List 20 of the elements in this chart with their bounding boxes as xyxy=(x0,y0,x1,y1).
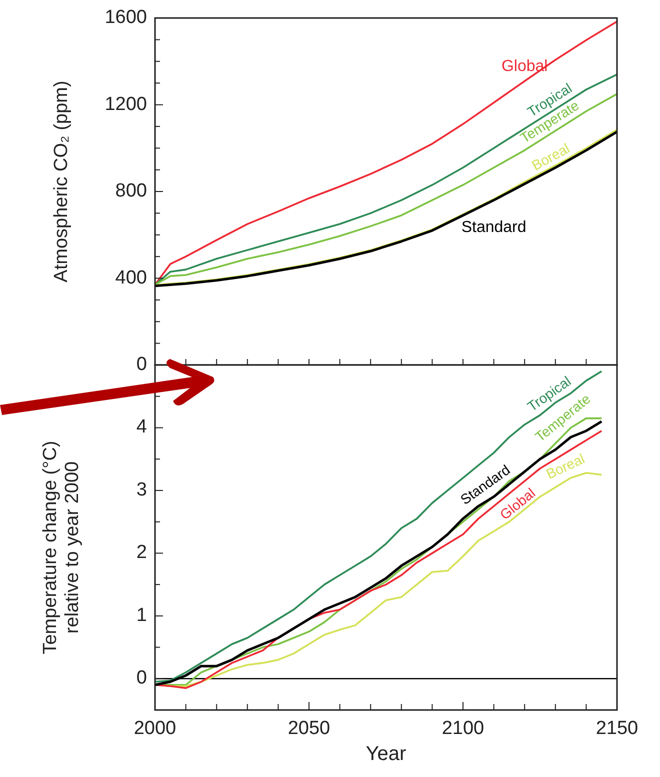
y-tick-label: 0 xyxy=(136,354,147,376)
y-tick-label: 0 xyxy=(136,668,147,689)
x-tick-label: 2100 xyxy=(442,718,484,739)
y-axis-title: Atmospheric CO₂ (ppm) xyxy=(51,80,72,282)
x-tick-label: 2050 xyxy=(288,718,330,739)
y-tick-label: 1200 xyxy=(104,94,147,115)
x-tick-label: 2150 xyxy=(596,718,638,739)
y-tick-label: 1 xyxy=(136,604,147,626)
y-tick-label: 4 xyxy=(136,416,148,438)
y-tick-label: 400 xyxy=(115,267,147,288)
y-axis-title: Temperature change (°C) relative to year 2000 xyxy=(40,440,83,654)
series-label: Global xyxy=(501,58,548,76)
series-label: Standard xyxy=(461,219,526,236)
y-tick-label: 800 xyxy=(115,180,147,202)
line-series xyxy=(154,370,602,683)
y-tick-label: 2 xyxy=(136,542,147,564)
x-tick-label: 2000 xyxy=(134,718,176,739)
x-axis-title: Year xyxy=(366,743,407,765)
y-tick-label: 1600 xyxy=(104,7,147,28)
y-tick-label: 3 xyxy=(136,479,147,500)
